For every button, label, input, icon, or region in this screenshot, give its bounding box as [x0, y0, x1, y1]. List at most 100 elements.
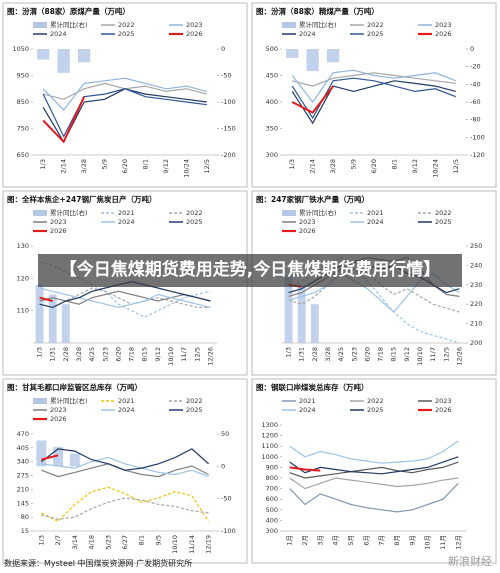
- x-tick-label: 4/25: [337, 347, 345, 362]
- x-tick-label: 8/15: [141, 347, 149, 362]
- y-tick-label: 600: [266, 495, 278, 503]
- y-tick-label: 120: [17, 274, 29, 282]
- x-tick-label: 12/5: [442, 347, 450, 362]
- x-tick-label: 8/1: [141, 159, 149, 169]
- bar: [35, 284, 44, 343]
- x-tick-label: 9/12: [154, 347, 162, 362]
- y2-tick-label: -150: [221, 125, 236, 133]
- legend-label: 2021: [118, 397, 135, 405]
- legend-label: 2024: [367, 218, 384, 226]
- panel: [2, 2, 248, 188]
- y-tick-label: 850: [17, 98, 29, 106]
- legend-label: 累计同比(右): [50, 208, 88, 217]
- y-tick-label: 405: [17, 444, 29, 452]
- y-tick-label: 900: [266, 463, 278, 471]
- x-tick-label: 5/23: [104, 535, 112, 550]
- x-tick-label: 1/31: [49, 347, 57, 362]
- series-line: [42, 96, 86, 144]
- legend-label: 2022: [367, 397, 384, 405]
- x-tick-label: 2/28: [62, 347, 70, 362]
- x-tick-label: 5/9: [350, 159, 358, 169]
- x-tick-label: 8/1: [390, 159, 398, 169]
- series-line: [291, 80, 456, 125]
- x-tick-label: 6/20: [363, 347, 371, 362]
- y-tick-label: 500: [266, 45, 278, 53]
- legend-label: 2022: [435, 209, 452, 217]
- series-line: [41, 456, 209, 478]
- y-tick-label: 300: [266, 151, 278, 159]
- x-tick-label: 5/23: [350, 347, 358, 362]
- x-tick-label: 12/26: [455, 347, 463, 366]
- x-tick-label: 1/3: [288, 159, 296, 169]
- x-tick-label: 2/14: [309, 159, 317, 174]
- series-line: [41, 497, 209, 520]
- series-line: [291, 69, 457, 104]
- y-tick-label: 1050: [12, 45, 29, 53]
- legend-label: 2022: [118, 21, 135, 29]
- panel: [251, 378, 497, 564]
- legend-label: 2023: [50, 218, 67, 226]
- x-tick-label: 1/3: [36, 347, 44, 357]
- x-tick-label: 6月: [362, 535, 370, 546]
- legend-swatch: [33, 22, 47, 28]
- legend-label: 2023: [299, 218, 316, 226]
- legend-swatch: [33, 210, 47, 216]
- watermark: 新浪财经: [448, 555, 492, 568]
- series-line: [289, 461, 459, 479]
- y-tick-label: 450: [266, 72, 278, 80]
- x-tick-label: 4/25: [88, 347, 96, 362]
- x-tick-label: 6/20: [370, 159, 378, 174]
- bar: [286, 49, 299, 58]
- legend-label: 2026: [299, 227, 316, 235]
- legend-label: 2025: [367, 406, 384, 414]
- y-tick-label: 470: [17, 430, 29, 438]
- x-tick-label: 2/14: [60, 159, 68, 174]
- y-tick-label: 1000: [261, 453, 278, 461]
- series-line: [42, 77, 207, 111]
- legend-label: 累计同比(右): [50, 396, 88, 405]
- source-note: 数据来源：Mysteel 中国煤炭资源网 广发期货研究所: [4, 559, 193, 568]
- bar: [48, 294, 57, 343]
- chart-title: 图：全样本焦企+247钢厂焦炭日产（万吨）: [7, 194, 156, 204]
- y-tick-label: 800: [266, 474, 278, 482]
- bar: [36, 440, 47, 467]
- y-tick-label: 145: [17, 499, 29, 507]
- x-tick-label: 9/12: [403, 347, 411, 362]
- legend-label: 2023: [435, 21, 452, 29]
- y-tick-label: 275: [17, 472, 29, 480]
- series-line: [41, 486, 210, 523]
- legend-label: 2026: [435, 30, 452, 38]
- x-tick-label: 1/3: [39, 159, 47, 169]
- bar: [297, 284, 306, 343]
- y2-tick-label: -60: [470, 98, 481, 106]
- x-tick-label: 11月: [439, 535, 447, 550]
- x-tick-label: 4月: [332, 535, 340, 546]
- legend-label: 累计同比(右): [299, 20, 337, 29]
- series-line: [39, 296, 53, 302]
- chart-title: 图：汾渭（88家）精煤产量（万吨）: [256, 6, 379, 16]
- legend-label: 2026: [435, 406, 452, 414]
- y-tick-label: 500: [266, 506, 278, 514]
- y2-tick-label: 50: [221, 430, 229, 438]
- y-tick-label: 1100: [261, 442, 278, 450]
- y2-tick-label: -20: [470, 63, 481, 71]
- x-tick-label: 7/18: [128, 347, 136, 362]
- chart-title: 图：汾渭（88家）原煤产量（万吨）: [7, 6, 130, 16]
- y-tick-label: 700: [266, 485, 278, 493]
- legend-label: 2024: [299, 30, 316, 38]
- legend-label: 2025: [435, 218, 452, 226]
- y2-tick-label: -200: [221, 151, 236, 159]
- overlay-title: 【今日焦煤期货费用走势,今日焦煤期货费用行情】: [38, 254, 462, 287]
- bar: [37, 49, 50, 60]
- bar: [53, 446, 64, 467]
- x-tick-label: 10/24: [431, 159, 439, 178]
- legend-label: 累计同比(右): [50, 20, 88, 29]
- bar: [69, 453, 80, 467]
- x-tick-label: 3/14: [71, 535, 79, 550]
- series-line: [289, 440, 459, 464]
- y-tick-label: 1200: [261, 432, 278, 440]
- x-tick-label: 8月: [393, 535, 401, 546]
- y2-tick-label: -80: [470, 116, 481, 124]
